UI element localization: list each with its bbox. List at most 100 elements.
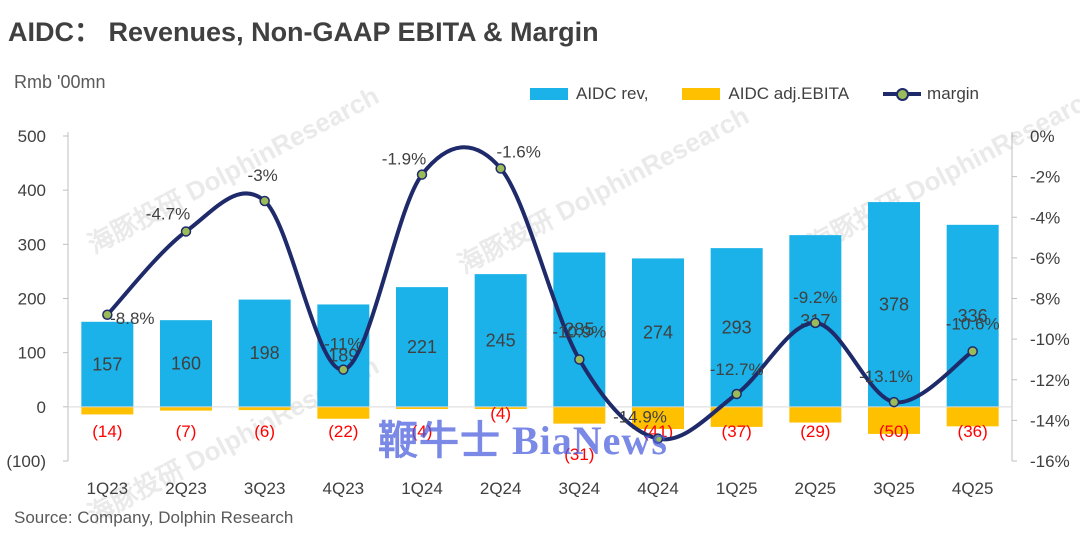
margin-point (574, 354, 585, 365)
margin-point (495, 163, 506, 174)
revenue-bar (81, 321, 134, 407)
margin-data-label: -10.9% (552, 322, 606, 341)
ebita-data-label: (4) (490, 404, 511, 423)
ebita-data-label: (7) (176, 422, 197, 441)
revenue-data-label: 221 (407, 337, 437, 357)
legend: AIDC rev, AIDC adj.EBITA margin (530, 84, 979, 104)
ebita-bar (81, 406, 134, 415)
source-note: Source: Company, Dolphin Research (14, 508, 294, 527)
revenue-data-label: 189 (328, 346, 358, 366)
ebita-data-label: (6) (254, 422, 275, 441)
margin-point (259, 195, 270, 207)
left-tick-label: 300 (18, 235, 46, 254)
x-tick-label: 2Q25 (795, 479, 837, 498)
margin-data-label: -13.1% (859, 367, 913, 386)
margin-line (105, 145, 974, 442)
revenue-bar (553, 252, 606, 407)
margin-point (652, 433, 664, 444)
margin-data-label: -9.2% (793, 288, 837, 307)
left-tick-label: (100) (6, 452, 46, 471)
ebita-data-label: (36) (958, 422, 988, 441)
margin-point (810, 317, 821, 329)
revenue-data-label: 245 (486, 330, 516, 350)
x-tick-label: 1Q25 (716, 479, 758, 498)
overlay-watermark: 鞭牛士 BiaNews (378, 418, 668, 463)
revenue-bar (160, 320, 212, 407)
ebita-data-label: (37) (722, 422, 752, 441)
revenue-data-label: 293 (722, 317, 752, 337)
right-tick-label: -14% (1030, 411, 1070, 430)
legend-item-revenue: AIDC rev, (530, 84, 648, 104)
x-tick-label: 1Q24 (401, 479, 443, 498)
ebita-data-label: (50) (879, 422, 909, 441)
x-tick-label: 2Q24 (480, 479, 522, 498)
legend-swatch-revenue (530, 88, 568, 100)
x-tick-label: 2Q23 (165, 479, 207, 498)
left-tick-label: 200 (18, 290, 46, 309)
x-tick-label: 4Q25 (952, 479, 994, 498)
revenue-bar (396, 287, 448, 407)
ebita-data-label: (14) (92, 422, 122, 441)
ebita-bar (553, 406, 606, 424)
ebita-bar (868, 406, 920, 434)
ebita-bar (710, 406, 763, 427)
margin-data-label: -4.7% (146, 204, 190, 223)
margin-data-label: -1.6% (496, 143, 540, 162)
legend-swatch-ebita (682, 88, 721, 100)
revenue-data-label: 198 (250, 343, 280, 363)
ebita-data-label: (4) (412, 422, 433, 441)
revenue-bar (868, 202, 920, 407)
revenue-bar (946, 224, 999, 407)
margin-point (102, 309, 113, 320)
right-tick-label: -6% (1030, 249, 1060, 268)
margin-point (967, 346, 978, 357)
revenue-data-label: 378 (879, 294, 909, 314)
ebita-data-label: (31) (564, 445, 594, 464)
margin-data-label: -14.9% (613, 408, 667, 427)
x-tick-label: 3Q23 (244, 479, 286, 498)
ebita-data-label: (29) (800, 422, 830, 441)
margin-data-label: -12.7% (710, 360, 764, 379)
margin-point (416, 169, 428, 180)
right-tick-label: -12% (1030, 371, 1070, 390)
revenue-bar (474, 274, 527, 407)
margin-data-label: -10.6% (946, 314, 1000, 333)
legend-label-ebita: AIDC adj.EBITA (728, 84, 850, 103)
revenue-bar (710, 248, 763, 407)
revenue-data-label: 336 (958, 306, 988, 326)
margin-point (338, 364, 349, 375)
margin-data-label: -11% (324, 335, 362, 354)
left-tick-label: 100 (18, 344, 46, 363)
ebita-bar (238, 406, 291, 411)
x-tick-label: 3Q25 (873, 479, 915, 498)
ebita-bar (946, 406, 999, 427)
ebita-bar (160, 406, 212, 411)
legend-item-ebita: AIDC adj.EBITA (682, 84, 849, 104)
revenue-data-label: 157 (92, 354, 122, 374)
revenue-data-label: 160 (171, 354, 201, 374)
ebita-bar (396, 406, 448, 409)
x-tick-label: 4Q24 (637, 479, 679, 498)
legend-label-revenue: AIDC rev, (576, 84, 649, 103)
left-tick-label: 400 (18, 181, 46, 200)
margin-data-label: -3% (248, 166, 278, 185)
revenue-bar (238, 299, 291, 407)
right-tick-label: -10% (1030, 330, 1070, 349)
revenue-data-label: 285 (564, 320, 594, 340)
revenue-data-label: 274 (643, 323, 673, 343)
margin-point (731, 388, 742, 400)
ebita-data-label: (22) (328, 422, 358, 441)
margin-point (888, 396, 900, 408)
margin-data-label: -1.9% (382, 150, 426, 169)
chart-title: AIDC： Revenues, Non-GAAP EBITA & Margin (8, 17, 599, 47)
ebita-bar (474, 406, 527, 409)
right-tick-label: -8% (1030, 290, 1060, 309)
right-tick-label: -16% (1030, 452, 1070, 471)
legend-item-margin: margin (883, 84, 979, 104)
right-tick-label: 0% (1030, 127, 1055, 146)
right-tick-label: -2% (1030, 168, 1060, 187)
left-tick-label: 500 (18, 127, 46, 146)
left-tick-label: 0 (37, 398, 46, 417)
x-tick-label: 4Q23 (323, 479, 365, 498)
